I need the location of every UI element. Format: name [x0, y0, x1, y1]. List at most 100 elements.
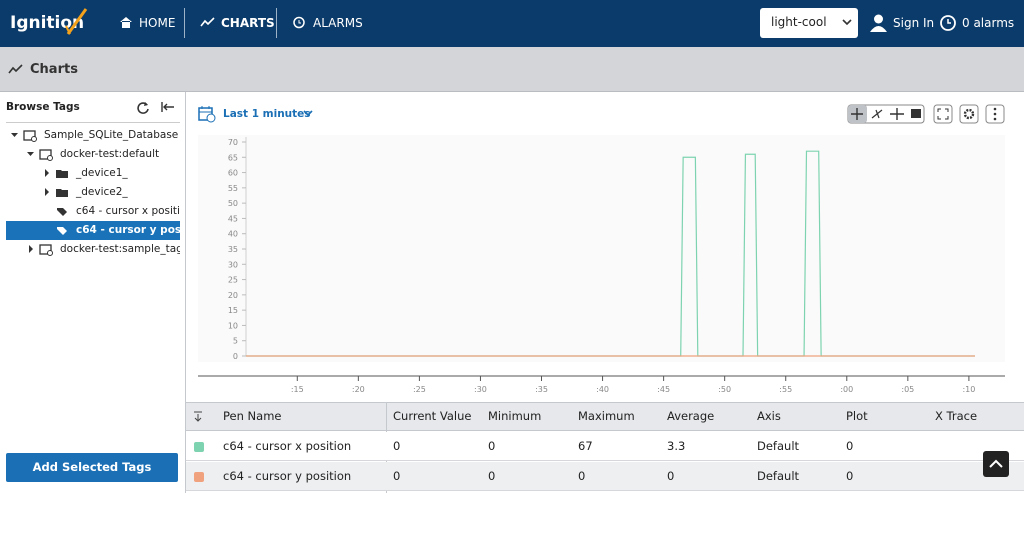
table-cell: 0	[393, 439, 401, 453]
tree-label: docker-test:default	[60, 148, 160, 160]
x-tick-label: :35	[535, 385, 548, 394]
column-header: Axis	[757, 409, 781, 423]
tree-icon	[45, 188, 68, 197]
nav-alarms[interactable]: ALARMS	[313, 16, 363, 30]
page: Ignition HOME CHARTS ALARMS light-cool S…	[0, 0, 1024, 493]
tree-item[interactable]: docker-test:sample_tags	[6, 240, 180, 259]
tree-label: _device1_	[76, 167, 128, 179]
x-tick-label: :45	[657, 385, 670, 394]
column-header: Plot	[846, 409, 868, 423]
divider	[276, 8, 277, 38]
nav-home[interactable]: HOME	[139, 16, 176, 30]
y-tick-label: 65	[228, 153, 238, 162]
alarm-icon	[940, 15, 956, 31]
nav-charts[interactable]: CHARTS	[221, 16, 275, 30]
page-header: Charts	[0, 47, 1024, 92]
y-tick-label: 35	[228, 245, 238, 254]
tree-item[interactable]: docker-test:default	[6, 145, 180, 164]
y-tick-label: 70	[228, 138, 238, 147]
y-tick-label: 15	[228, 306, 238, 315]
tree: Sample_SQLite_Database docker-test:defaul…	[6, 122, 180, 534]
tree-item[interactable]: _device2_	[6, 183, 180, 202]
tree-icon	[29, 244, 53, 256]
x-tick-label: :10	[962, 385, 975, 394]
chart-icon	[200, 17, 215, 27]
y-tick-label: 55	[228, 184, 238, 193]
y-tick-label: 30	[228, 260, 238, 269]
table-cell: 0	[846, 469, 854, 483]
y-tick-label: 50	[228, 199, 238, 208]
top-bar: Ignition HOME CHARTS ALARMS light-cool S…	[0, 0, 1024, 47]
y-tick-label: 40	[228, 230, 238, 239]
user-icon	[870, 14, 887, 32]
tree-label: docker-test:sample_tags	[60, 243, 180, 255]
dropdown-arrow	[842, 19, 852, 26]
page-title: Charts	[30, 62, 78, 77]
column-header: Minimum	[488, 409, 542, 423]
chart: 0 5 10 15 20 25 30 35 40 45 50 55 60 65 70 :15 :20 :25 :30…	[198, 135, 1005, 394]
x-tick-label: :25	[413, 385, 426, 394]
column-header: Average	[667, 409, 715, 423]
table-row	[186, 462, 1024, 491]
tree-icon	[27, 149, 53, 161]
brand-mark	[65, 8, 88, 35]
tree-icon	[57, 208, 67, 216]
column-header: Pen Name	[223, 409, 282, 423]
pen-checkbox[interactable]	[194, 442, 204, 452]
range-arrow[interactable]	[303, 110, 313, 117]
y-tick-label: 45	[228, 214, 238, 223]
table-cell: 67	[578, 439, 593, 453]
x-tick-label: :40	[596, 385, 609, 394]
alarm-count[interactable]: 0 alarms	[962, 16, 1015, 30]
y-tick-label: 5	[233, 337, 238, 346]
tree-item[interactable]: c64 - cursor y position	[6, 221, 180, 240]
calendar-icon	[198, 106, 216, 123]
x-tick-label: :15	[291, 385, 304, 394]
x-tick-label: :05	[901, 385, 914, 394]
column-header: Maximum	[578, 409, 635, 423]
tree-label: Sample_SQLite_Database	[44, 129, 179, 141]
column-header: Current Value	[393, 409, 472, 423]
x-tick-label: :00	[840, 385, 853, 394]
theme-value: light-cool	[771, 15, 827, 29]
tree-item[interactable]: _device1_	[6, 164, 180, 183]
table-cell: Default	[757, 469, 800, 483]
divider	[184, 8, 185, 38]
sign-in[interactable]: Sign In	[893, 16, 935, 30]
sort-icon[interactable]	[192, 410, 206, 424]
sidebar-title: Browse Tags	[6, 101, 80, 113]
y-tick-label: 10	[228, 321, 238, 330]
settings-tool[interactable]	[959, 104, 979, 124]
pen-checkbox[interactable]	[194, 472, 204, 482]
plot-area	[198, 135, 1005, 362]
table-cell: 0	[488, 439, 496, 453]
y-tick-label: 25	[228, 276, 238, 285]
table-cell: 0	[488, 469, 496, 483]
add-tags-button[interactable]: Add Selected Tags	[6, 453, 178, 482]
table-cell: c64 - cursor y position	[223, 469, 352, 483]
theme-select[interactable]: light-cool	[760, 8, 858, 38]
y-tick-label: 20	[228, 291, 238, 300]
alarm-icon	[293, 16, 305, 29]
y-tick-label: 60	[228, 169, 238, 178]
sidebar-tools[interactable]	[136, 100, 176, 114]
x-tick-label: :20	[352, 385, 365, 394]
range-label[interactable]: Last 1 minutes	[223, 108, 311, 120]
up-arrow	[989, 459, 1003, 468]
tree-label: c64 - cursor x position	[76, 205, 180, 217]
tree-icon	[11, 130, 37, 142]
scroll-top-button[interactable]	[983, 451, 1009, 477]
tree-item[interactable]: Sample_SQLite_Database	[6, 126, 180, 145]
x-tick-label: :55	[779, 385, 792, 394]
tree-item[interactable]: c64 - cursor x position	[6, 202, 180, 221]
y-tick-label: 0	[233, 352, 238, 361]
tree-label: _device2_	[76, 186, 128, 198]
column-header: X Trace	[935, 409, 978, 423]
tree-label: c64 - cursor y position	[76, 224, 180, 236]
x-tick-label: :50	[718, 385, 731, 394]
chart-icon	[8, 64, 23, 74]
x-tick-label: :30	[474, 385, 487, 394]
table-cell: c64 - cursor x position	[223, 439, 352, 453]
brand[interactable]: Ignition	[10, 13, 85, 33]
